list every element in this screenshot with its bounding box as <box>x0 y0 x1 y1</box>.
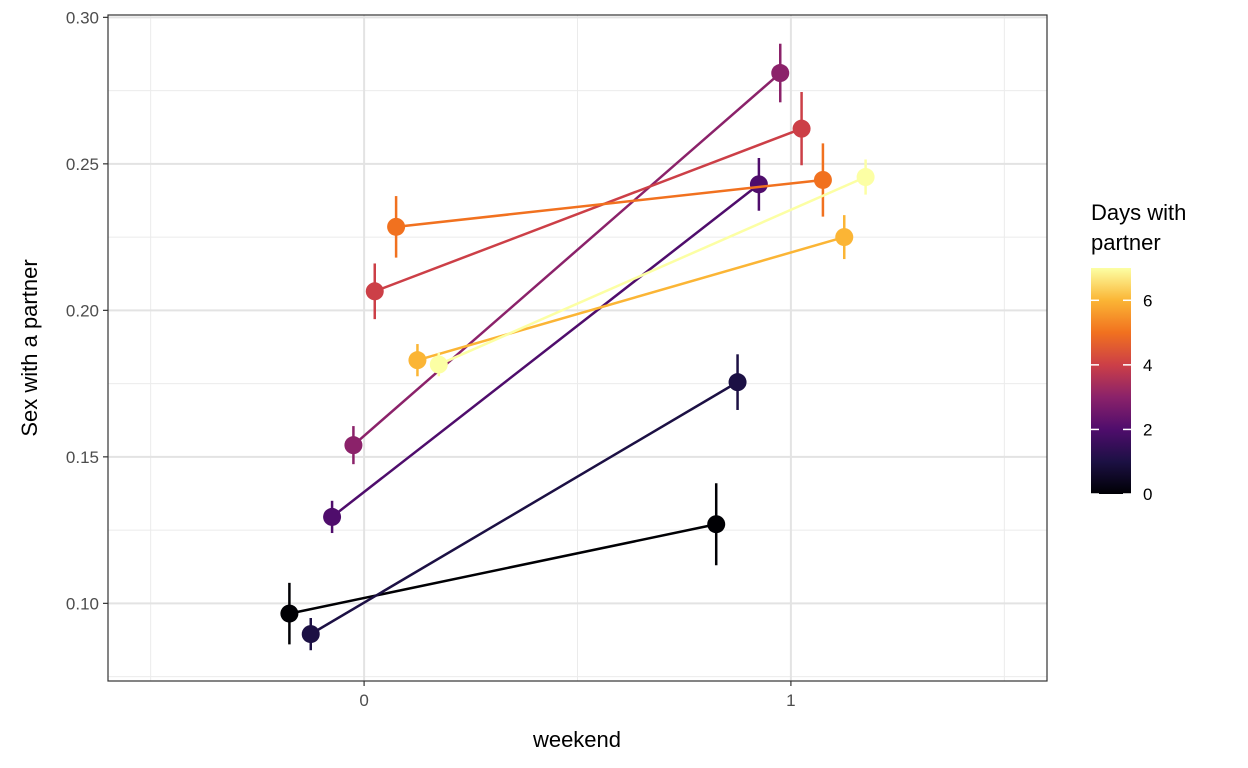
data-point <box>792 119 811 138</box>
data-point <box>301 625 320 644</box>
series-days-0 <box>280 483 726 645</box>
data-point <box>323 507 342 526</box>
series-line <box>417 235 845 362</box>
y-tick-label: 0.20 <box>66 301 99 320</box>
data-point <box>728 373 747 392</box>
plot-series <box>280 43 875 651</box>
data-point <box>835 228 854 247</box>
series-days-4 <box>365 92 811 320</box>
series-line <box>438 175 867 366</box>
series-line <box>289 523 717 615</box>
series-days-7 <box>429 159 875 377</box>
legend-title-line1: Days with <box>1091 200 1186 225</box>
data-point <box>813 170 832 189</box>
data-point <box>344 436 363 455</box>
series-line <box>310 381 739 636</box>
series-days-6 <box>408 215 854 377</box>
y-axis-title: Sex with a partner <box>17 259 42 436</box>
series-line <box>331 183 760 518</box>
series-days-3 <box>344 43 790 465</box>
panel-border <box>107 14 1048 682</box>
y-tick-label: 0.30 <box>66 8 99 27</box>
colorbar-tick-label: 2 <box>1143 420 1152 439</box>
data-point <box>280 604 299 623</box>
x-tick-label: 1 <box>786 691 795 710</box>
data-point <box>365 282 384 301</box>
series-days-5 <box>387 143 832 258</box>
x-axis-title: weekend <box>532 727 621 752</box>
series-days-2 <box>323 157 768 534</box>
colorbar-legend: Days with partner 0 2 4 6 <box>1091 200 1186 504</box>
series-days-1 <box>301 354 747 651</box>
legend-title-line2: partner <box>1091 230 1161 255</box>
series-line <box>395 178 824 229</box>
series-line <box>352 72 782 447</box>
data-point <box>707 515 726 534</box>
y-tick-label: 0.25 <box>66 155 99 174</box>
data-point <box>387 217 406 236</box>
colorbar-tick-label: 4 <box>1143 356 1152 375</box>
data-point <box>856 168 875 187</box>
data-point <box>771 64 790 83</box>
x-tick-label: 0 <box>359 691 368 710</box>
series-line <box>374 127 803 293</box>
grid <box>108 15 1047 681</box>
data-point <box>749 175 768 194</box>
colorbar-tick-label: 6 <box>1143 291 1152 310</box>
colorbar-tick-label: 0 <box>1143 485 1152 504</box>
y-tick-label: 0.15 <box>66 448 99 467</box>
axes: 0.10 0.15 0.20 0.25 0.30 0 1 <box>66 8 796 710</box>
data-point <box>429 355 448 374</box>
colorbar <box>1091 268 1131 494</box>
data-point <box>408 351 427 370</box>
y-tick-label: 0.10 <box>66 594 99 613</box>
